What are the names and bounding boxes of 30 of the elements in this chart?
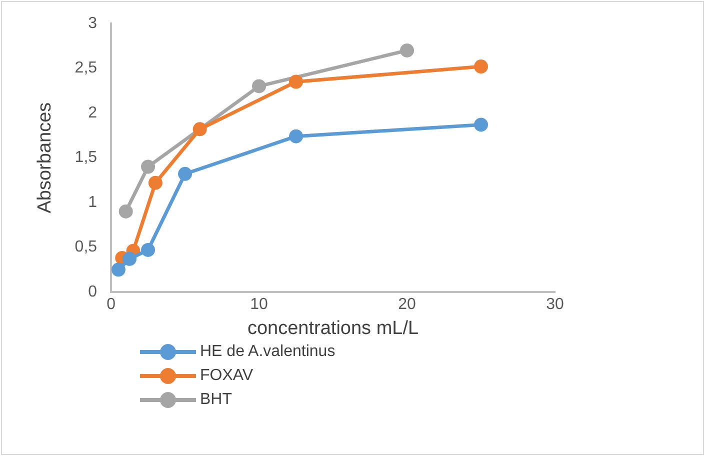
y-tick-label: 2,5 (74, 60, 98, 77)
legend-label: FOXAV (200, 367, 254, 385)
y-tick-label: 1 (88, 194, 98, 211)
point (192, 122, 207, 136)
point (474, 118, 488, 132)
point (122, 252, 137, 266)
point (252, 79, 266, 94)
x-tick-label: 10 (250, 296, 268, 314)
y-tick-label: 0,5 (74, 238, 98, 256)
y-axis-title: Absorbances (34, 102, 56, 214)
y-tick-label: 2 (88, 104, 98, 122)
point (118, 204, 133, 218)
point (111, 262, 126, 277)
x-tick-label: 0 (106, 296, 116, 314)
x-tick-label: 30 (546, 296, 564, 314)
legend-label: BHT (200, 391, 232, 409)
point (474, 60, 488, 74)
legend-label: HE de A.valentinus (200, 343, 336, 361)
x-tick-label: 20 (398, 296, 416, 314)
point (141, 160, 156, 174)
point (400, 43, 414, 58)
point (289, 74, 304, 89)
y-tick-label: 0 (88, 283, 98, 300)
point (148, 176, 162, 190)
y-tick-label: 3 (88, 15, 98, 32)
y-tick-label: 1,5 (74, 149, 98, 166)
point (141, 242, 156, 257)
point (289, 129, 304, 144)
x-axis-title: concentrations mL/L (247, 318, 419, 339)
point (178, 166, 192, 181)
